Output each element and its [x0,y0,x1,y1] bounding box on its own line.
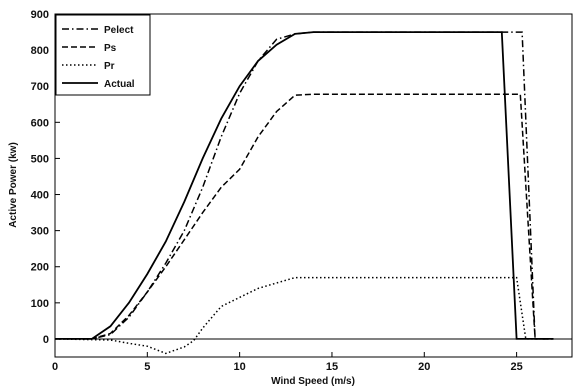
y-tick-label: 300 [31,226,49,238]
x-tick-label: 0 [52,361,58,373]
x-tick-label: 20 [418,361,430,373]
series-line-actual [55,31,554,340]
y-tick-label: 100 [31,298,49,310]
legend-label-actual: Actual [104,79,135,90]
legend-items: Pelect Ps Pr Actual [62,25,135,90]
x-tick-label: 15 [326,361,338,373]
y-axis-title: Active Power (kw) [8,142,19,228]
legend: Pelect Ps Pr Actual [55,14,151,96]
x-axis-title: Wind Speed (m/s) [271,376,355,387]
x-tick-label: 5 [144,361,150,373]
series-line-pelect [55,31,554,340]
series-line-ps [55,93,554,340]
x-tick-label: 25 [510,361,522,373]
y-axis: 0 100 200 300 400 500 600 700 800 900 [31,9,60,346]
y-tick-label: 600 [31,117,49,129]
legend-box [55,14,151,96]
legend-label-ps: Ps [104,43,117,54]
y-tick-label: 400 [31,190,49,202]
series-line-pr [54,276,554,355]
y-tick-label: 200 [31,262,49,274]
y-tick-label: 700 [31,81,49,93]
legend-label-pelect: Pelect [104,25,134,36]
series-layer [54,31,554,355]
y-tick-label: 0 [43,334,49,346]
y-tick-label: 500 [31,153,49,165]
y-tick-label: 900 [31,9,49,21]
x-axis: 0 5 10 15 20 25 [52,352,523,373]
x-tick-label: 10 [234,361,246,373]
y-tick-label: 800 [31,45,49,57]
legend-label-pr: Pr [104,61,115,72]
